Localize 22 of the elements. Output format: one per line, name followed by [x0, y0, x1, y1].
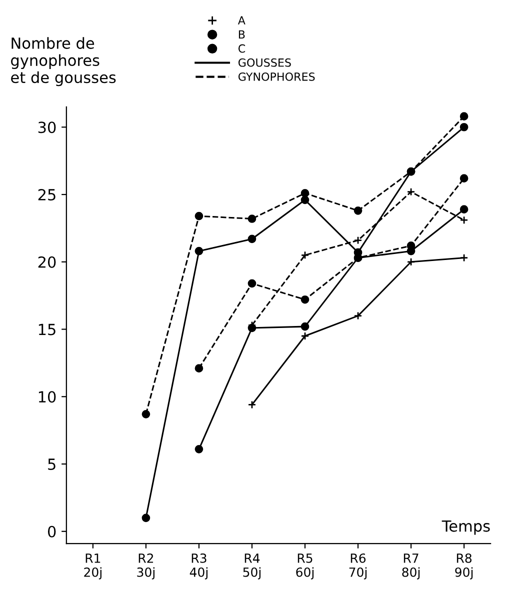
x-axis-title: Temps	[442, 520, 490, 535]
x-tick-label: R3 40j	[190, 553, 208, 580]
y-axis-title: Nombre de gynophores et de gousses	[11, 37, 116, 86]
x-tick-label: R6 70j	[349, 553, 367, 580]
y-tick-label: 25	[38, 188, 56, 201]
x-tick-label: R7 80j	[402, 554, 420, 580]
y-tick-label: 30	[38, 122, 56, 134]
y-tick-label: 10	[38, 391, 56, 403]
x-tick-label: R4 50j	[243, 554, 261, 580]
x-tick-label: R8 90j	[455, 553, 473, 580]
y-tick-label: 15	[38, 324, 56, 336]
text: A	[238, 16, 246, 24]
x-tick-label: R5 60j	[296, 554, 314, 580]
x-tick-label: R2 30j	[137, 553, 154, 580]
text: GOUSSES	[238, 58, 291, 67]
y-tick-label: 5	[48, 458, 56, 470]
y-tick-label: 20	[38, 256, 56, 268]
text: B	[238, 30, 245, 38]
text: C	[238, 44, 246, 53]
y-tick-label: 0	[48, 526, 56, 538]
x-tick-label: R1 20j	[84, 554, 102, 580]
text: GYNOPHORES	[238, 72, 315, 81]
